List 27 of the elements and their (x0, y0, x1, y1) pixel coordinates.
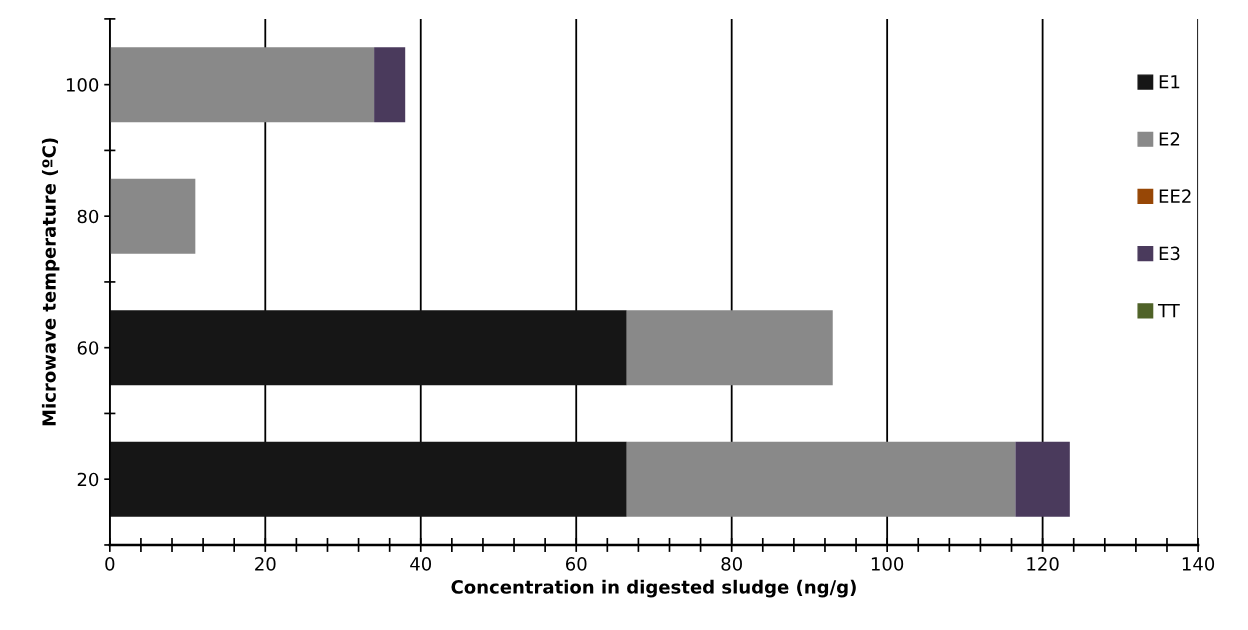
y-tick-label: 60 (77, 341, 99, 355)
x-tick-label: 20 (255, 557, 276, 571)
y-tick-label: 80 (77, 209, 99, 224)
bar (626, 441, 1016, 517)
bar (109, 47, 375, 123)
x-axis-title: Concentration in digested sludge (ng/g) (451, 579, 856, 598)
x-tick-label: 100 (871, 557, 904, 571)
x-tick-label: 0 (105, 557, 115, 571)
bar (109, 178, 196, 254)
y-axis-title: Microwave temperature (ºC) (41, 138, 60, 426)
bar (109, 441, 627, 517)
bar (374, 47, 406, 123)
y-tick-label: 20 (77, 472, 99, 487)
y-tick-label: 100 (66, 78, 99, 92)
legend-label: E3 (1159, 246, 1180, 261)
x-tick-label: 40 (410, 557, 432, 571)
legend-label: E1 (1159, 75, 1180, 89)
x-tick-label: 140 (1182, 557, 1215, 571)
bar (1015, 441, 1070, 517)
legend-label: E2 (1159, 132, 1180, 146)
x-tick-label: 60 (565, 557, 587, 571)
legend-label: TT (1157, 303, 1180, 318)
bar (109, 310, 627, 386)
x-tick-label: 120 (1027, 557, 1059, 571)
x-tick-label: 80 (721, 557, 742, 571)
legend-label: EE2 (1159, 189, 1191, 203)
bar (626, 310, 833, 386)
